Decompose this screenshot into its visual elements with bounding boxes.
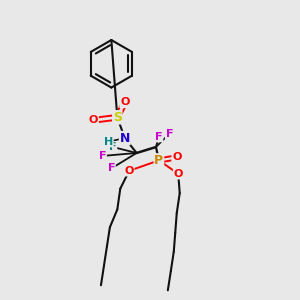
Text: N: N xyxy=(119,132,130,145)
Text: F: F xyxy=(99,151,106,161)
Text: S: S xyxy=(113,111,122,124)
Text: F: F xyxy=(108,164,115,173)
Text: P: P xyxy=(154,154,164,167)
Text: O: O xyxy=(172,152,182,162)
Text: F: F xyxy=(109,142,117,152)
Text: H: H xyxy=(104,137,113,147)
Text: O: O xyxy=(89,115,98,125)
Text: O: O xyxy=(124,166,134,176)
Text: F: F xyxy=(155,132,163,142)
Text: O: O xyxy=(120,98,129,107)
Text: O: O xyxy=(173,169,183,179)
Text: F: F xyxy=(166,129,173,139)
